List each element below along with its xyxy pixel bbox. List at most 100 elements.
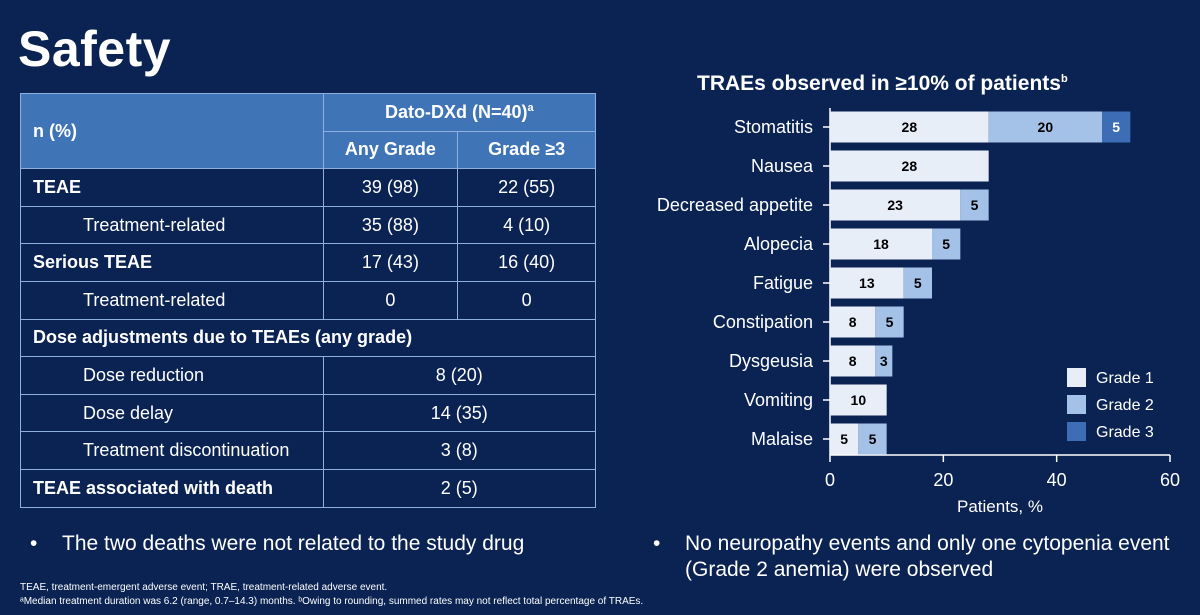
data-label: 5 bbox=[942, 236, 950, 252]
trae-bar-chart: 0 20 40 60 Patients, % Stomatitis 28 20 5 Nausea 2… bbox=[657, 108, 1180, 516]
chart-title-text: TRAEs observed in ≥10% of patients bbox=[697, 72, 1061, 95]
bar-segment bbox=[830, 150, 989, 182]
bullet-marker: • bbox=[30, 532, 38, 555]
category-label: Malaise bbox=[751, 429, 813, 449]
bar-segment bbox=[830, 306, 876, 338]
header-group-sup: a bbox=[527, 101, 534, 114]
category-label: Alopecia bbox=[744, 234, 814, 254]
footnote-notes: ᵃMedian treatment duration was 6.2 (rang… bbox=[20, 596, 644, 607]
data-label: 10 bbox=[851, 392, 867, 408]
row-value: 2 (5) bbox=[322, 468, 597, 508]
bar-segment bbox=[830, 345, 876, 377]
header-group: Dato-DXd (N=40)a bbox=[322, 93, 597, 132]
legend-swatch bbox=[1067, 422, 1086, 441]
header-group-label: Dato-DXd (N=40) bbox=[384, 101, 528, 122]
data-label: 5 bbox=[886, 314, 894, 330]
data-label: 20 bbox=[1038, 119, 1054, 135]
category-label: Decreased appetite bbox=[657, 195, 813, 215]
bar-segment bbox=[830, 423, 859, 455]
x-tick-label: 20 bbox=[933, 470, 953, 490]
footnote-abbreviations: TEAE, treatment-emergent adverse event; … bbox=[20, 582, 388, 593]
category-label: Nausea bbox=[751, 156, 814, 176]
row-label: Treatment-related bbox=[20, 280, 324, 320]
chart-title: TRAEs observed in ≥10% of patientsb bbox=[697, 72, 1068, 96]
data-label: 8 bbox=[849, 314, 857, 330]
row-label: TEAE bbox=[20, 168, 324, 207]
data-label: 28 bbox=[902, 158, 918, 174]
legend-swatch bbox=[1067, 395, 1086, 414]
header-any-grade: Any Grade bbox=[322, 130, 459, 170]
bullet-left-text: The two deaths were not related to the s… bbox=[62, 532, 525, 555]
category-label: Dysgeusia bbox=[729, 351, 814, 371]
data-label: 5 bbox=[914, 275, 922, 291]
bullet-right: • No neuropathy events and only one cyto… bbox=[653, 531, 1173, 583]
row-label: Treatment-related bbox=[20, 205, 324, 245]
data-label: 23 bbox=[887, 197, 903, 213]
table-row: TEAE 39 (98) 22 (55) bbox=[20, 168, 596, 207]
bar-segment bbox=[830, 189, 961, 221]
data-label: 28 bbox=[902, 119, 918, 135]
table-row: TEAE associated with death 2 (5) bbox=[20, 468, 597, 508]
safety-table: n (%) Dato-DXd (N=40)a Any Grade Grade ≥… bbox=[20, 92, 597, 508]
row-label: Dose delay bbox=[20, 393, 324, 433]
bar-segment bbox=[830, 384, 887, 416]
row-label: Serious TEAE bbox=[20, 243, 324, 282]
table-row: Dose adjustments due to TEAEs (any grade… bbox=[20, 318, 596, 358]
table-row: Treatment discontinuation 3 (8) bbox=[20, 431, 597, 470]
category-label: Vomiting bbox=[744, 390, 813, 410]
data-label: 8 bbox=[849, 353, 857, 369]
bar-segment bbox=[932, 228, 961, 260]
data-label: 3 bbox=[880, 353, 888, 369]
bar-segment bbox=[858, 423, 887, 455]
table-row: Dose delay 14 (35) bbox=[20, 393, 597, 433]
table-row: Treatment-related 35 (88) 4 (10) bbox=[20, 205, 596, 245]
page-title: Safety bbox=[18, 21, 172, 77]
bar-segment bbox=[830, 228, 932, 260]
data-label: 18 bbox=[873, 236, 889, 252]
chart-title-sup: b bbox=[1060, 73, 1068, 85]
category-label: Constipation bbox=[713, 312, 813, 332]
data-label: 5 bbox=[840, 431, 848, 447]
category-label: Stomatitis bbox=[734, 117, 813, 137]
bar-segment bbox=[1102, 111, 1131, 143]
row-value: 3 (8) bbox=[322, 431, 597, 470]
data-label: 5 bbox=[971, 197, 979, 213]
row-label: Dose adjustments due to TEAEs (any grade… bbox=[20, 318, 596, 358]
data-label: 5 bbox=[1112, 119, 1120, 135]
row-label: Dose reduction bbox=[20, 356, 324, 395]
bar-segment bbox=[960, 189, 989, 221]
bullet-marker: • bbox=[653, 532, 661, 555]
bullet-right-text: No neuropathy events and only one cytope… bbox=[685, 532, 1170, 581]
table-row: Treatment-related 0 0 bbox=[20, 280, 596, 320]
legend-label: Grade 3 bbox=[1096, 424, 1154, 441]
table-row: Serious TEAE 17 (43) 16 (40) bbox=[20, 243, 596, 282]
bar-segment bbox=[988, 111, 1102, 143]
data-label: 13 bbox=[859, 275, 875, 291]
row-value-any-grade: 35 (88) bbox=[322, 205, 459, 245]
bar-segment bbox=[830, 267, 904, 299]
row-value-any-grade: 0 bbox=[322, 280, 459, 320]
legend-swatch bbox=[1067, 368, 1086, 387]
bar-segment bbox=[903, 267, 932, 299]
legend-label: Grade 2 bbox=[1096, 397, 1154, 414]
table-row: Dose reduction 8 (20) bbox=[20, 356, 597, 395]
row-value-grade3: 0 bbox=[457, 280, 596, 320]
x-tick-label: 40 bbox=[1047, 470, 1067, 490]
row-value-grade3: 16 (40) bbox=[457, 243, 596, 282]
x-tick-label: 60 bbox=[1160, 470, 1180, 490]
bar-segment bbox=[830, 111, 989, 143]
header-n-percent: n (%) bbox=[20, 92, 324, 170]
bullet-left: • The two deaths were not related to the… bbox=[30, 531, 610, 557]
row-value: 8 (20) bbox=[322, 356, 597, 395]
category-label: Fatigue bbox=[753, 273, 813, 293]
bar-segment bbox=[875, 345, 893, 377]
data-label: 5 bbox=[869, 431, 877, 447]
legend-label: Grade 1 bbox=[1096, 370, 1154, 387]
row-label: TEAE associated with death bbox=[20, 468, 324, 508]
header-grade3: Grade ≥3 bbox=[457, 130, 596, 170]
row-value-grade3: 4 (10) bbox=[457, 205, 596, 245]
bar-segment bbox=[875, 306, 904, 338]
row-value: 14 (35) bbox=[322, 393, 597, 433]
x-tick-label: 0 bbox=[825, 470, 835, 490]
row-value-grade3: 22 (55) bbox=[457, 168, 596, 207]
